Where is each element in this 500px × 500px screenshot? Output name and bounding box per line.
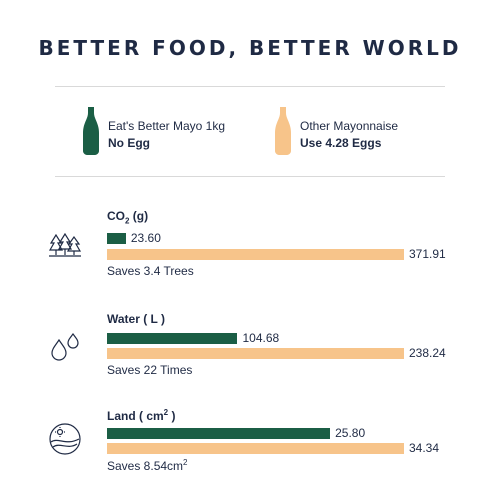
legend-label: Eat's Better Mayo 1kg [108, 119, 226, 133]
saves-note: Saves 8.54cm2 [107, 458, 188, 473]
bar-eats [107, 333, 238, 344]
bar-eats-value: 104.68 [242, 331, 280, 345]
bar-eats [107, 428, 331, 439]
bar-other-value: 371.91 [409, 247, 446, 261]
land-sun-icon [49, 423, 81, 455]
bar-eats-value: 23.60 [130, 231, 161, 245]
divider [55, 176, 445, 177]
metric-label: CO2 (g) [107, 209, 149, 226]
legend-sublabel: Use 4.28 Eggs [300, 136, 382, 150]
metric-water: Water ( L ) 104.68 238.24 Saves 22 Times [0, 312, 500, 402]
metric-land: Land ( cm2 ) 25.80 34.34 Saves 8.54cm2 [0, 408, 500, 498]
bar-other-value: 34.34 [409, 441, 440, 455]
bar-other [107, 443, 404, 454]
bottle-icon [275, 107, 291, 155]
saves-note: Saves 22 Times [107, 363, 193, 377]
water-drops-icon [51, 333, 79, 361]
divider [55, 86, 445, 87]
trees-icon [48, 233, 82, 257]
metric-label: Land ( cm2 ) [107, 408, 176, 423]
bottle-icon [83, 107, 99, 155]
metric-label: Water ( L ) [107, 312, 166, 326]
legend-label: Other Mayonnaise [300, 119, 399, 133]
bar-eats-value: 25.80 [335, 426, 366, 440]
saves-note: Saves 3.4 Trees [107, 264, 194, 278]
bar-other-value: 238.24 [409, 346, 446, 360]
bar-eats [107, 233, 126, 244]
page-title: BETTER FOOD, BETTER WORLD [38, 36, 462, 60]
bar-other [107, 348, 404, 359]
legend-sublabel: No Egg [108, 136, 150, 150]
bar-other [107, 249, 404, 260]
metric-co2: CO2 (g) 23.60 371.91 Saves 3.4 Trees [0, 209, 500, 299]
